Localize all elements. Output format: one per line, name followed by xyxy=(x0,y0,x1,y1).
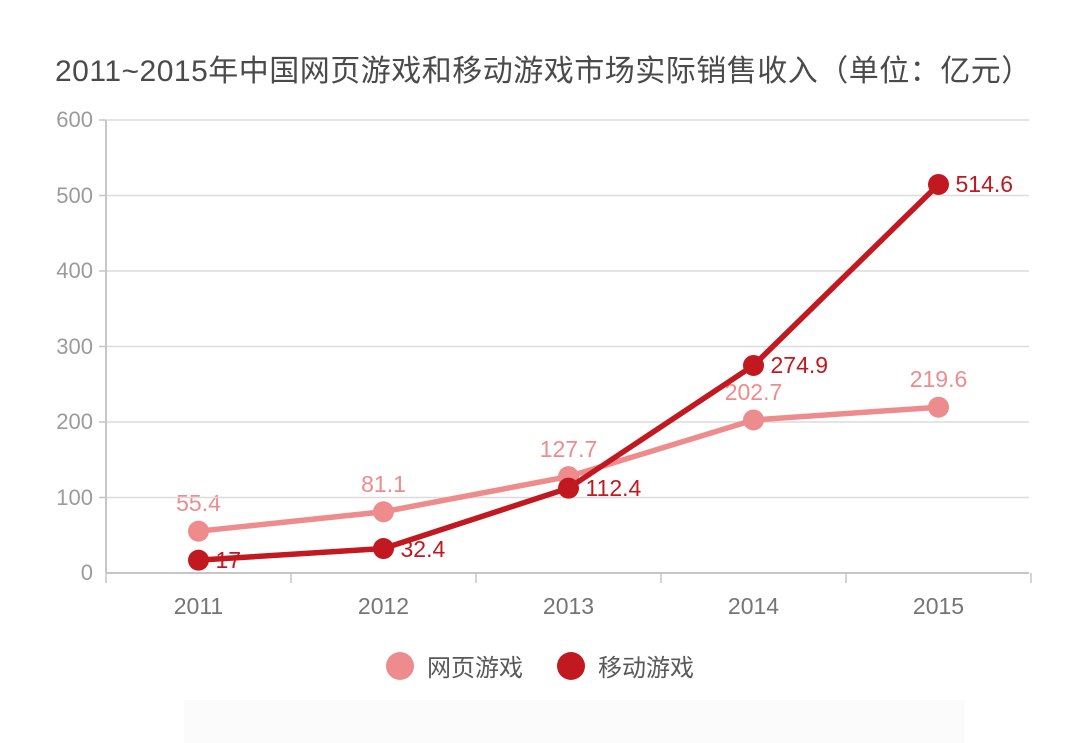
data-point xyxy=(743,354,764,376)
y-tick-label: 100 xyxy=(56,484,93,510)
legend-item: 移动游戏 xyxy=(557,648,694,683)
data-point xyxy=(373,538,394,560)
x-tick-label: 2014 xyxy=(727,593,780,619)
x-tick-label: 2013 xyxy=(542,593,595,619)
y-tick-label: 600 xyxy=(56,107,93,132)
legend-label: 网页游戏 xyxy=(427,655,523,682)
data-label: 202.7 xyxy=(724,378,783,405)
data-point xyxy=(188,549,209,571)
x-tick-label: 2011 xyxy=(173,593,224,619)
chart-title: 2011~2015年中国网页游戏和移动游戏市场实际销售收入（单位：亿元） xyxy=(55,55,1032,88)
bottom-shadow xyxy=(184,700,965,743)
legend-item: 网页游戏 xyxy=(386,648,523,683)
data-label: 274.9 xyxy=(770,352,829,379)
legend-swatch-icon xyxy=(386,651,414,680)
legend-label: 移动游戏 xyxy=(598,655,694,682)
data-label: 55.4 xyxy=(176,490,221,517)
series-line xyxy=(195,181,942,563)
data-label: 127.7 xyxy=(539,435,598,462)
data-point xyxy=(928,173,949,195)
data-label: 219.6 xyxy=(909,366,968,393)
data-label: 514.6 xyxy=(955,171,1014,198)
y-tick-label: 500 xyxy=(56,182,93,208)
data-point xyxy=(373,501,394,523)
legend-swatch-icon xyxy=(557,651,585,680)
y-tick-label: 400 xyxy=(56,258,93,283)
x-tick-label: 2015 xyxy=(912,593,965,619)
y-tick-label: 0 xyxy=(80,560,93,585)
data-point xyxy=(928,396,949,418)
y-tick-label: 200 xyxy=(56,409,93,434)
y-tick-label: 300 xyxy=(56,333,93,359)
legend: 网页游戏 移动游戏 xyxy=(0,648,1080,683)
data-point xyxy=(188,520,209,542)
data-label: 81.1 xyxy=(361,470,406,497)
data-point xyxy=(558,477,579,499)
data-point xyxy=(743,409,764,431)
x-tick-label: 2012 xyxy=(357,593,410,619)
